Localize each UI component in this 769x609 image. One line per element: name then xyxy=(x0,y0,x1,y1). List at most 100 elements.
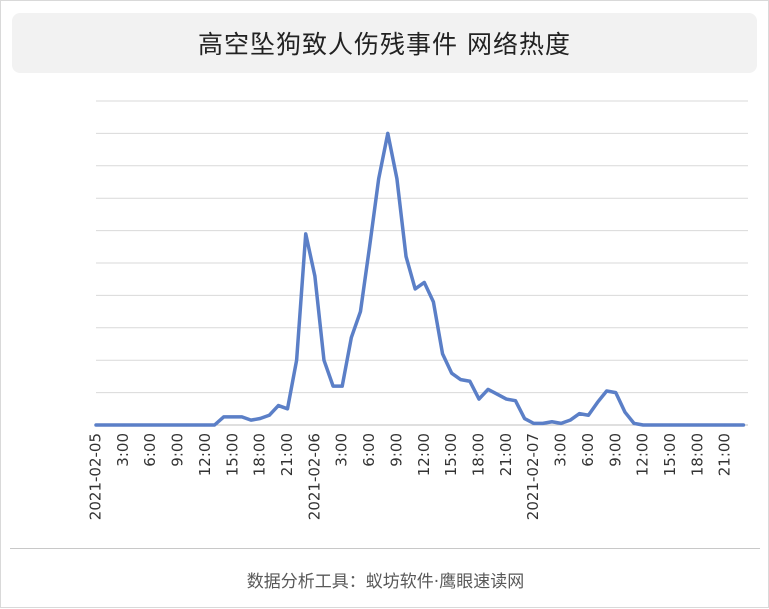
data-point xyxy=(313,274,317,278)
x-tick-label: 21:00 xyxy=(278,433,296,476)
data-point xyxy=(167,423,171,427)
data-point xyxy=(113,423,116,427)
data-point xyxy=(268,414,271,417)
x-tick-label: 3:00 xyxy=(552,433,570,467)
data-point xyxy=(386,132,390,135)
data-point xyxy=(669,423,672,427)
series-layer xyxy=(94,131,746,427)
source-footer: 数据分析工具：蚁坊软件·鹰眼速读网 xyxy=(246,572,525,592)
data-point xyxy=(249,418,253,422)
x-tick-label: 18:00 xyxy=(469,433,487,476)
x-tick-label: 2021-02-07 xyxy=(524,433,542,520)
x-tick-label: 12:00 xyxy=(634,433,652,476)
data-point xyxy=(660,423,663,427)
data-point xyxy=(140,423,143,427)
data-point xyxy=(322,359,326,362)
data-point xyxy=(158,423,162,427)
x-tick-label: 2021-02-06 xyxy=(305,433,323,520)
x-tick-label: 18:00 xyxy=(251,433,269,476)
data-point xyxy=(204,423,207,427)
data-point xyxy=(404,255,408,258)
data-point xyxy=(742,423,745,427)
data-point xyxy=(505,397,508,401)
data-point xyxy=(131,423,134,427)
x-tick-label: 21:00 xyxy=(716,433,734,476)
data-point xyxy=(395,177,399,180)
x-tick-label: 6:00 xyxy=(579,433,597,467)
series-line xyxy=(94,131,746,427)
data-point xyxy=(286,407,289,410)
data-point xyxy=(222,415,225,419)
data-point xyxy=(258,417,262,420)
data-point xyxy=(231,415,234,419)
data-point xyxy=(496,393,499,396)
x-tick-label: 3:00 xyxy=(333,433,351,467)
data-point xyxy=(514,399,517,402)
data-point xyxy=(423,281,426,284)
data-point xyxy=(641,423,645,427)
data-point xyxy=(450,371,453,375)
data-point xyxy=(596,401,599,404)
footer-divider xyxy=(10,548,760,549)
data-point xyxy=(304,232,307,236)
x-tick-label: 12:00 xyxy=(415,433,433,476)
data-point xyxy=(486,388,490,391)
data-point xyxy=(432,300,435,304)
x-tick-label: 18:00 xyxy=(688,433,706,476)
x-tick-label: 21:00 xyxy=(497,433,515,476)
data-point xyxy=(724,423,727,427)
data-point xyxy=(687,423,690,427)
data-point xyxy=(331,384,335,388)
data-point xyxy=(559,422,563,425)
data-point xyxy=(696,423,700,427)
data-point xyxy=(350,336,353,339)
data-point xyxy=(122,423,125,427)
data-point xyxy=(103,423,107,427)
x-axis-tick-labels: 2021-02-05 3:00 6:00 9:00 12:00 15:00 18:00 21:… xyxy=(87,433,734,520)
data-point xyxy=(149,423,152,427)
data-point xyxy=(413,287,417,291)
data-point xyxy=(632,422,636,425)
data-point xyxy=(277,404,280,407)
data-point xyxy=(468,380,472,383)
gridlines xyxy=(96,100,748,426)
data-point xyxy=(733,423,736,427)
data-point xyxy=(341,384,344,388)
x-tick-label: 9:00 xyxy=(606,433,624,467)
data-point xyxy=(359,310,362,313)
data-point xyxy=(651,423,654,427)
data-point xyxy=(368,245,371,248)
x-tick-label: 6:00 xyxy=(360,433,378,467)
data-point xyxy=(605,389,608,393)
data-point xyxy=(532,422,535,425)
data-point xyxy=(441,352,444,355)
title-bar: 高空坠狗致人伤残事件 网络热度 xyxy=(12,13,757,73)
x-tick-label: 2021-02-05 xyxy=(87,433,105,520)
x-tick-label: 15:00 xyxy=(442,433,460,476)
data-point xyxy=(195,423,198,427)
x-tick-label: 9:00 xyxy=(169,433,187,467)
data-point xyxy=(568,418,572,422)
data-point xyxy=(523,417,526,420)
data-point xyxy=(213,423,216,427)
data-point xyxy=(94,423,98,427)
data-point xyxy=(477,397,481,401)
data-point xyxy=(705,423,709,427)
data-point xyxy=(377,177,380,180)
x-tick-label: 3:00 xyxy=(114,433,132,467)
chart-title: 高空坠狗致人伤残事件 网络热度 xyxy=(198,30,571,59)
x-tick-label: 15:00 xyxy=(661,433,679,476)
x-tick-label: 6:00 xyxy=(141,433,159,467)
x-tick-label: 15:00 xyxy=(223,433,241,476)
x-tick-label: 12:00 xyxy=(196,433,214,476)
data-point xyxy=(459,378,462,381)
data-point xyxy=(614,391,617,394)
x-tick-label: 9:00 xyxy=(387,433,405,467)
data-point xyxy=(550,420,554,423)
data-point xyxy=(295,359,298,362)
data-point xyxy=(541,422,545,425)
data-point xyxy=(587,414,590,417)
data-point xyxy=(678,423,681,427)
